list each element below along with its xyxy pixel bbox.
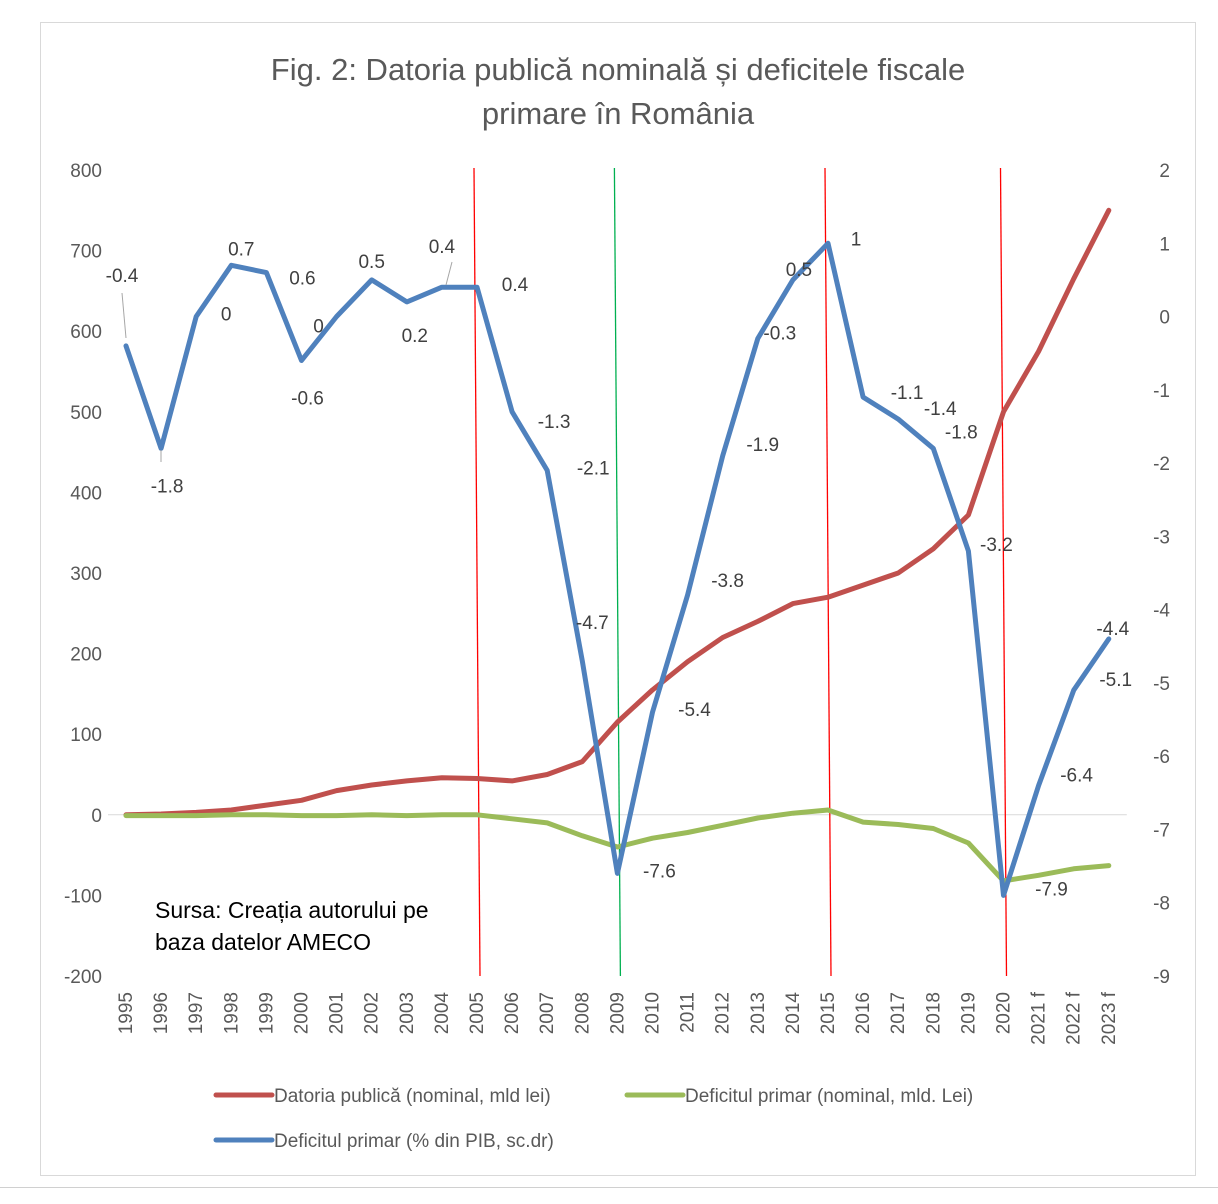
x-tick-label: 2000 <box>292 992 313 1034</box>
x-tick-label: 2005 <box>467 992 488 1034</box>
y-right-tick-label: -3 <box>1153 527 1170 548</box>
y-left-tick-label: 500 <box>70 403 102 424</box>
series-line-2 <box>123 807 1112 884</box>
legend-label: Datoria publică (nominal, mld lei) <box>274 1086 551 1107</box>
series-line-3 <box>123 240 1112 898</box>
y-right-tick-label: -7 <box>1153 820 1170 841</box>
x-tick-label: 2017 <box>888 992 909 1034</box>
x-tick-label: 2002 <box>362 992 383 1034</box>
x-tick-label: 2018 <box>923 992 944 1034</box>
y-left-tick-label: 400 <box>70 483 102 504</box>
data-label: 0.6 <box>289 269 315 290</box>
leader-line <box>121 292 127 339</box>
x-tick-label: 1999 <box>256 992 277 1034</box>
vertical-marker-2020 <box>999 167 1008 977</box>
page-divider <box>0 1187 1218 1188</box>
x-tick-label: 2019 <box>958 992 979 1034</box>
data-label: -0.3 <box>763 324 796 345</box>
x-tick-label: 1998 <box>221 992 242 1034</box>
x-tick-label: 2003 <box>397 992 418 1034</box>
legend-label: Deficitul primar (% din PIB, sc.dr) <box>274 1131 554 1152</box>
data-label: -6.4 <box>1060 765 1093 786</box>
x-tick-label: 2022 f <box>1064 991 1085 1045</box>
vertical-marker-2005 <box>473 167 481 977</box>
y-left-tick-label: -100 <box>64 886 102 907</box>
legend-label: Deficitul primar (nominal, mld. Lei) <box>685 1086 973 1107</box>
x-tick-label: 2021 f <box>1029 991 1050 1045</box>
y-right-tick-label: 1 <box>1159 234 1170 255</box>
data-label: -5.1 <box>1099 670 1132 691</box>
data-label: -1.4 <box>924 399 957 420</box>
data-label: 0.4 <box>502 275 529 296</box>
y-right-tick-label: 0 <box>1159 308 1170 329</box>
data-label: 0.2 <box>402 326 428 347</box>
x-tick-label: 1996 <box>151 992 172 1034</box>
x-tick-label: 2008 <box>572 992 593 1034</box>
data-label: -5.4 <box>678 700 711 721</box>
y-right-tick-label: -4 <box>1153 601 1170 622</box>
y-left-tick-label: 200 <box>70 645 102 666</box>
y-right-tick-label: -1 <box>1153 381 1170 402</box>
x-tick-label: 2007 <box>537 992 558 1034</box>
data-label: 0 <box>221 305 232 326</box>
data-label: -3.2 <box>980 535 1013 556</box>
data-label: -1.1 <box>891 383 924 404</box>
x-tick-label: 2004 <box>432 992 453 1035</box>
x-tick-label: 2020 <box>994 992 1015 1034</box>
data-label: 0.4 <box>429 237 456 258</box>
x-tick-label: 2014 <box>783 992 804 1035</box>
data-label: -4.7 <box>576 613 609 634</box>
data-label: 0 <box>313 317 324 338</box>
data-label: -7.6 <box>643 861 676 882</box>
y-right-tick-label: -5 <box>1153 674 1170 695</box>
chart-title: Fig. 2: Datoria publică nominală și defi… <box>270 52 966 131</box>
y-left-tick-label: 700 <box>70 242 102 263</box>
y-left-tick-label: 600 <box>70 322 102 343</box>
data-label: -1.9 <box>746 435 779 456</box>
data-label: -0.6 <box>291 389 324 410</box>
vertical-marker-2009 <box>613 167 622 977</box>
x-tick-label: 2009 <box>607 992 628 1034</box>
data-label: -0.4 <box>106 266 139 287</box>
x-tick-label: 2015 <box>818 992 839 1034</box>
source-annotation: Sursa: Creația autorului pe <box>155 897 429 923</box>
y-right-tick-label: -9 <box>1153 967 1170 988</box>
x-tick-label: 2012 <box>713 992 734 1034</box>
data-label: -7.9 <box>1035 879 1068 900</box>
data-label: -1.3 <box>538 412 571 433</box>
y-left-tick-label: 300 <box>70 564 102 585</box>
x-tick-label: 2023 f <box>1099 991 1120 1045</box>
y-right-tick-label: -2 <box>1153 454 1170 475</box>
x-tick-label: 2006 <box>502 992 523 1034</box>
x-tick-label: 2011 <box>678 992 699 1033</box>
x-tick-label: 1997 <box>186 992 207 1034</box>
y-right-tick-label: -8 <box>1153 894 1170 915</box>
data-label: 1 <box>851 229 862 250</box>
data-label: -3.8 <box>711 571 744 592</box>
y-left-tick-label: 100 <box>70 725 102 746</box>
vertical-marker-2015 <box>824 167 832 977</box>
series-line-1 <box>123 207 1112 818</box>
source-annotation: baza datelor AMECO <box>155 929 371 955</box>
data-label: -4.4 <box>1096 619 1129 640</box>
data-label: -1.8 <box>151 476 184 497</box>
y-right-tick-label: 2 <box>1159 161 1170 182</box>
y-left-tick-label: 0 <box>91 806 102 827</box>
data-label: 0.5 <box>786 260 812 281</box>
x-tick-label: 2001 <box>327 992 348 1034</box>
x-tick-label: 1995 <box>116 992 137 1034</box>
data-label: 0.7 <box>228 239 254 260</box>
data-label: -2.1 <box>577 458 610 479</box>
y-right-tick-label: -6 <box>1153 747 1170 768</box>
leader-line <box>445 261 453 286</box>
x-tick-label: 2013 <box>748 992 769 1034</box>
data-label: -1.8 <box>945 422 978 443</box>
y-left-tick-label: 800 <box>70 161 102 182</box>
y-left-tick-label: -200 <box>64 967 102 988</box>
x-tick-label: 2010 <box>643 992 664 1034</box>
data-label: 0.5 <box>358 252 384 273</box>
x-tick-label: 2016 <box>853 992 874 1034</box>
